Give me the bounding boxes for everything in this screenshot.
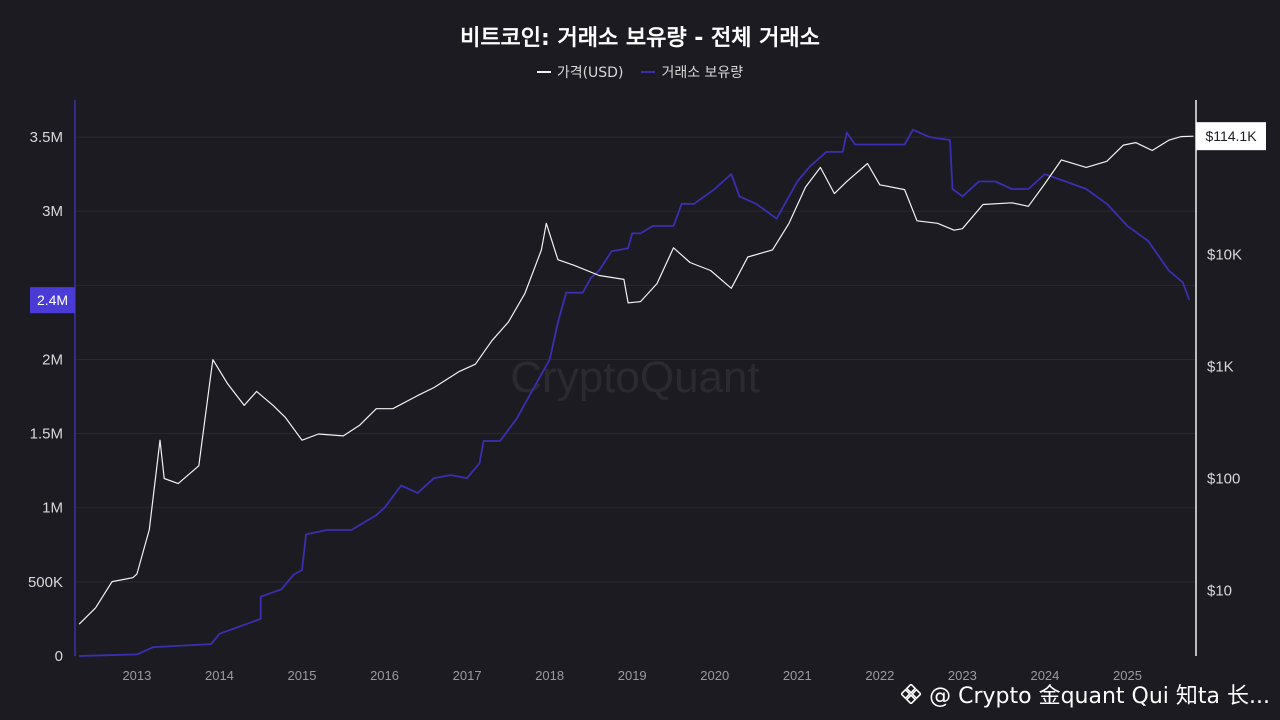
left-tick-label: 3M — [42, 203, 63, 220]
footer-credit: @ Crypto 金quant Qui 知ta 长... — [900, 678, 1270, 710]
left-tick-label: 1M — [42, 500, 63, 517]
x-tick-label: 2017 — [453, 668, 482, 683]
right-value-badge — [1196, 122, 1266, 151]
grid-lines — [75, 136, 1196, 583]
x-tick-label: 2013 — [122, 668, 151, 683]
legend-item-price[interactable]: 가격(USD) — [536, 62, 624, 82]
x-axis: 2013 2014 2015 2016 2017 2018 2019 2020 2021 2022… — [122, 668, 1141, 683]
x-tick-label: 2015 — [288, 668, 317, 683]
x-tick-label: 2024 — [1030, 668, 1059, 683]
x-tick-label: 2021 — [783, 668, 812, 683]
right-tick-label: $100 — [1207, 471, 1240, 488]
footer-handle: @ Crypto 金quant Qui 知ta 长... — [929, 684, 1270, 709]
legend-label-reserve: 거래소 보유량 — [661, 65, 744, 81]
legend-label-price: 가격(USD) — [556, 65, 624, 81]
series-line-price — [78, 135, 1194, 625]
x-tick-label: 2018 — [535, 668, 564, 683]
left-tick-label: 1.5M — [30, 426, 63, 443]
left-tick-label: 0 — [55, 648, 63, 665]
right-axis: $10 $100 $1K $10K — [1195, 100, 1242, 656]
legend-item-reserve[interactable]: 거래소 보유량 — [641, 62, 743, 82]
x-tick-label: 2014 — [205, 668, 234, 683]
x-tick-label: 2023 — [948, 668, 977, 683]
watermark: CryptoQuant — [510, 353, 759, 402]
x-tick-label: 2020 — [700, 668, 729, 683]
left-tick-label: 500K — [28, 574, 63, 591]
x-tick-label: 2016 — [370, 668, 399, 683]
value-badges: 2.4M $114.1K — [30, 122, 1266, 314]
left-tick-label: 3.5M — [30, 129, 63, 146]
legend: 가격(USD) 거래소 보유량 — [0, 62, 1280, 82]
legend-swatch-reserve — [641, 71, 656, 73]
right-tick-label: $10 — [1207, 582, 1232, 599]
left-value-badge-label: 2.4M — [37, 292, 68, 308]
legend-swatch-price — [536, 71, 551, 73]
left-axis: 0 500K 1M 1.5M 2M 3M 3.5M — [28, 100, 76, 665]
left-value-badge — [30, 287, 75, 314]
x-tick-label: 2022 — [865, 668, 894, 683]
series-group — [78, 128, 1194, 657]
x-tick-label: 2019 — [618, 668, 647, 683]
left-tick-label: 2M — [42, 351, 63, 368]
binance-icon — [900, 683, 922, 705]
series-line-exchange-reserve — [79, 128, 1191, 657]
x-tick-label: 2025 — [1113, 668, 1142, 683]
chart-title: 비트코인: 거래소 보유량 - 전체 거래소 — [460, 26, 820, 51]
right-tick-label: $1K — [1207, 359, 1234, 376]
right-tick-label: $10K — [1207, 247, 1242, 264]
right-value-badge-label: $114.1K — [1205, 128, 1257, 144]
